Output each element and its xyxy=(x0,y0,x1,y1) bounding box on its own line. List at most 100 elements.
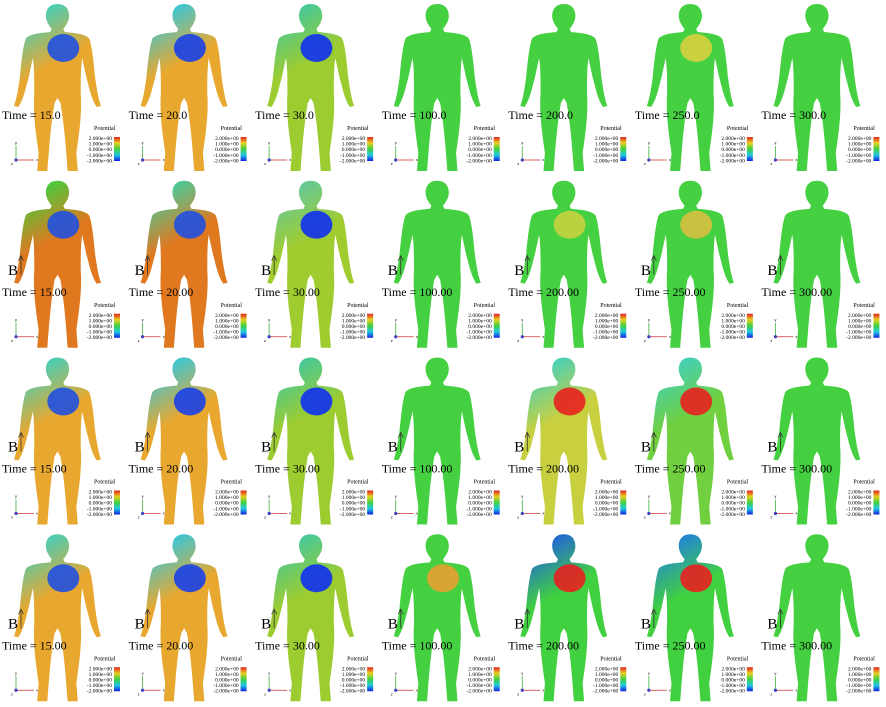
legend-label: -2.000e+00 xyxy=(87,512,112,518)
axis-label: x xyxy=(36,687,38,692)
time-label: Time = 300.0 xyxy=(761,108,826,122)
time-label: Time = 20.00 xyxy=(129,285,194,299)
panel: Time = 250.0 Potential 2.000e+001.000e+000… xyxy=(635,4,753,171)
axis-label: x xyxy=(542,687,544,692)
field-arrow-head xyxy=(144,431,151,438)
legend-label: -1.000e+00 xyxy=(593,506,618,512)
axis-label: z xyxy=(264,515,266,520)
axis-label: z xyxy=(264,691,266,696)
axis-z xyxy=(773,335,778,339)
axis-z xyxy=(647,335,651,339)
axis-label: x xyxy=(289,157,291,162)
potential-patch xyxy=(427,564,459,593)
potential-patch xyxy=(680,210,713,239)
body xyxy=(393,534,481,702)
legend-title: Potential xyxy=(94,656,116,662)
field-label: B xyxy=(514,440,524,456)
legend-label: 1.000e+00 xyxy=(848,318,872,324)
time-label: Time = 30.00 xyxy=(255,462,320,476)
axis-z xyxy=(140,335,145,339)
field-arrow-head xyxy=(397,254,404,261)
body xyxy=(140,180,228,348)
legend-label: -2.000e+00 xyxy=(846,335,871,341)
axis-label: y xyxy=(15,670,17,675)
panel: Time = 100.00 B Potential 2.000e+001.000e+0… xyxy=(382,534,500,702)
axis-label: z xyxy=(770,515,772,520)
panel: Time = 100.00 B Potential 2.000e+001.000e+0… xyxy=(382,180,500,348)
axis-label: x xyxy=(795,687,797,692)
potential-patch xyxy=(300,387,333,416)
axis-label: y xyxy=(648,494,650,499)
legend-label: -1.000e+00 xyxy=(466,683,491,689)
legend-title: Potential xyxy=(600,126,622,132)
legend-label: -1.000e+00 xyxy=(720,506,745,512)
legend-label: 1.000e+00 xyxy=(721,142,745,148)
axis-label: z xyxy=(11,161,13,166)
legend-label: 0.000e+00 xyxy=(468,501,492,507)
panel: Time = 15.0 Potential 2.000e+001.000e+000.… xyxy=(2,4,120,171)
legend-label: 0.000e+00 xyxy=(89,324,113,330)
legend-label: 2.000e+00 xyxy=(468,490,492,496)
legend-label: 1.000e+00 xyxy=(215,495,239,501)
legend-title: Potential xyxy=(600,480,622,486)
panel: Time = 300.00 B Potential 2.000e+001.000e+0… xyxy=(761,357,880,525)
legend-title: Potential xyxy=(727,303,749,309)
axis-label: x xyxy=(416,511,418,516)
potential-patch xyxy=(680,387,713,416)
legend-label: -2.000e+00 xyxy=(87,335,112,341)
axis-z xyxy=(14,335,18,339)
time-label: Time = 100.0 xyxy=(382,108,447,122)
axis-z xyxy=(267,688,271,692)
field-arrow-head xyxy=(18,431,24,438)
colorbar xyxy=(367,313,374,338)
legend-label: -1.000e+00 xyxy=(593,330,618,336)
axis-label: x xyxy=(289,334,291,339)
time-label: Time = 20.00 xyxy=(129,638,194,652)
legend-label: 1.000e+00 xyxy=(89,318,113,324)
time-label: Time = 200.00 xyxy=(508,285,579,299)
axis-label: y xyxy=(648,317,650,322)
field-label: B xyxy=(388,616,398,632)
legend-label: 1.000e+00 xyxy=(342,672,366,678)
legend-label: 0.000e+00 xyxy=(89,147,113,153)
axis-label: y xyxy=(268,317,270,322)
axis-label: y xyxy=(395,317,397,322)
axis-z xyxy=(140,158,145,162)
legend-label: -2.000e+00 xyxy=(720,335,745,341)
legend-label: 1.000e+00 xyxy=(342,142,366,148)
legend-label: 0.000e+00 xyxy=(848,324,872,330)
body xyxy=(140,534,228,702)
legend-title: Potential xyxy=(474,656,496,662)
panel: Time = 100.0 Potential 2.000e+001.000e+000… xyxy=(382,4,500,171)
colorbar xyxy=(620,490,627,515)
legend-label: -1.000e+00 xyxy=(846,506,871,512)
legend-label: 1.000e+00 xyxy=(721,318,745,324)
legend-label: 1.000e+00 xyxy=(595,142,619,148)
legend-label: 0.000e+00 xyxy=(595,501,619,507)
axis-label: y xyxy=(268,140,270,145)
body xyxy=(646,357,734,525)
field-arrow-head xyxy=(650,254,657,261)
colorbar xyxy=(367,667,374,692)
legend-label: -1.000e+00 xyxy=(720,683,745,689)
axis-label: z xyxy=(264,338,266,343)
colorbar xyxy=(493,490,500,515)
legend-label: 0.000e+00 xyxy=(721,677,745,683)
panel: Time = 200.00 B Potential 2.000e+001.000e+0… xyxy=(508,180,627,348)
axis-label: y xyxy=(268,494,270,499)
legend-label: -1.000e+00 xyxy=(720,153,745,159)
legend-label: 0.000e+00 xyxy=(468,147,492,153)
legend-label: 0.000e+00 xyxy=(215,501,239,507)
axis-z xyxy=(140,511,145,516)
axis-z xyxy=(394,688,398,692)
time-label: Time = 250.00 xyxy=(635,462,706,476)
axis-label: y xyxy=(15,317,17,322)
axis-label: x xyxy=(542,334,544,339)
legend-label: -2.000e+00 xyxy=(213,158,238,164)
body xyxy=(267,180,355,348)
legend-label: -1.000e+00 xyxy=(213,506,238,512)
axis-label: y xyxy=(395,670,397,675)
legend-label: -1.000e+00 xyxy=(720,330,745,336)
legend-label: -2.000e+00 xyxy=(720,512,745,518)
time-label: Time = 100.00 xyxy=(382,285,453,299)
